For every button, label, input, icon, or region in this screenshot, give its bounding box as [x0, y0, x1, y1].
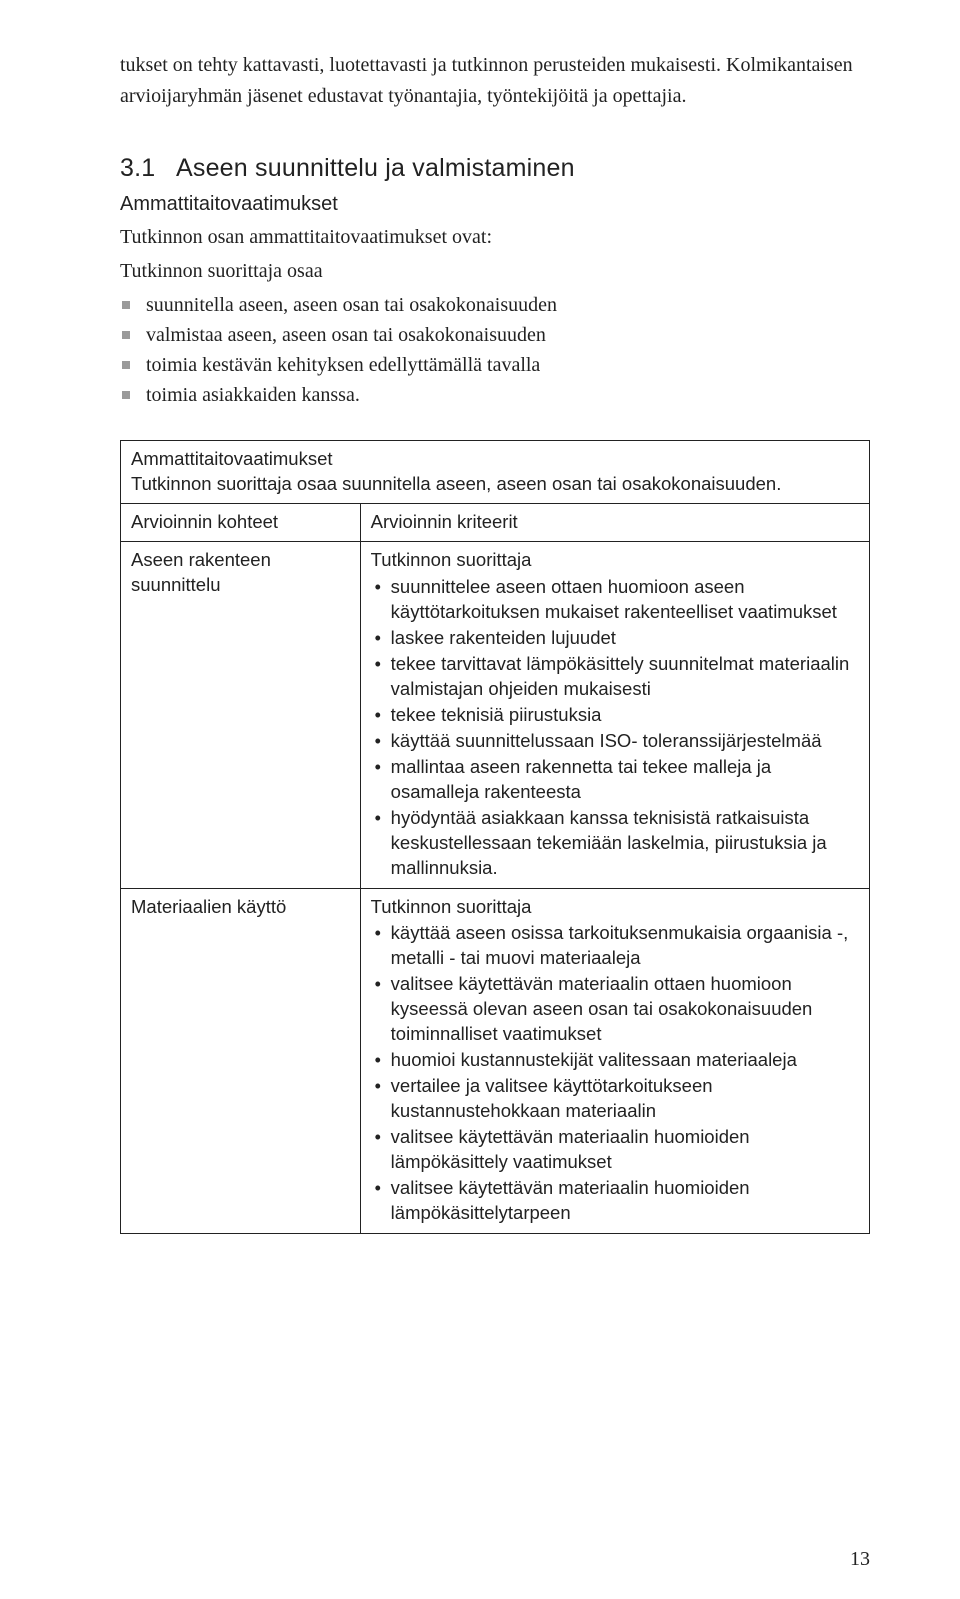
list-item: toimia kestävän kehityksen edellyttämäll…	[120, 350, 870, 380]
list-item: suunnittelee aseen ottaen huomioon aseen…	[371, 575, 859, 625]
list-item: hyödyntää asiakkaan kanssa teknisistä ra…	[371, 806, 859, 881]
list-item: tekee tarvittavat lämpökäsittely suunnit…	[371, 652, 859, 702]
row-content: Tutkinnon suorittaja käyttää aseen osiss…	[360, 888, 869, 1234]
caption-line1: Ammattitaitovaatimukset	[131, 447, 859, 472]
list-item: valitsee käytettävän materiaalin huomioi…	[371, 1176, 859, 1226]
col-header-right: Arvioinnin kriteerit	[360, 503, 869, 541]
list-item: suunnitella aseen, aseen osan tai osakok…	[120, 290, 870, 320]
table-row: Aseen rakenteen suunnittelu Tutkinnon su…	[121, 541, 870, 888]
list-item: valitsee käytettävän materiaalin ottaen …	[371, 972, 859, 1047]
table-caption: Ammattitaitovaatimukset Tutkinnon suorit…	[121, 441, 870, 504]
section-title: Aseen suunnittelu ja valmistaminen	[176, 154, 575, 182]
table-row: Ammattitaitovaatimukset Tutkinnon suorit…	[121, 441, 870, 504]
list-item: mallintaa aseen rakennetta tai tekee mal…	[371, 755, 859, 805]
requirements-list: suunnitella aseen, aseen osan tai osakok…	[120, 290, 870, 410]
list-item: huomioi kustannustekijät valitessaan mat…	[371, 1048, 859, 1073]
intro-paragraph: tukset on tehty kattavasti, luotettavast…	[120, 50, 870, 112]
row-content: Tutkinnon suorittaja suunnittelee aseen …	[360, 541, 869, 888]
criteria-bullets: käyttää aseen osissa tarkoituksenmukaisi…	[371, 921, 859, 1226]
requirements-intro: Tutkinnon osan ammattitaitovaatimukset o…	[120, 222, 870, 252]
caption-line2: Tutkinnon suorittaja osaa suunnitella as…	[131, 472, 859, 497]
list-item: vertailee ja valitsee käyttötarkoituksee…	[371, 1074, 859, 1124]
section-heading: 3.1Aseen suunnittelu ja valmistaminen	[120, 154, 870, 183]
section-number: 3.1	[120, 154, 176, 183]
list-item: toimia asiakkaiden kanssa.	[120, 380, 870, 410]
table-row: Arvioinnin kohteet Arvioinnin kriteerit	[121, 503, 870, 541]
list-item: tekee teknisiä piirustuksia	[371, 703, 859, 728]
row-lead: Tutkinnon suorittaja	[371, 895, 859, 920]
list-item: laskee rakenteiden lujuudet	[371, 626, 859, 651]
subheading: Ammattitaitovaatimukset	[120, 193, 870, 216]
criteria-table: Ammattitaitovaatimukset Tutkinnon suorit…	[120, 440, 870, 1234]
page-number: 13	[850, 1548, 870, 1571]
list-item: valitsee käytettävän materiaalin huomioi…	[371, 1125, 859, 1175]
requirements-lead: Tutkinnon suorittaja osaa	[120, 256, 870, 286]
row-label: Aseen rakenteen suunnittelu	[121, 541, 361, 888]
list-item: valmistaa aseen, aseen osan tai osakokon…	[120, 320, 870, 350]
list-item: käyttää aseen osissa tarkoituksenmukaisi…	[371, 921, 859, 971]
col-header-left: Arvioinnin kohteet	[121, 503, 361, 541]
row-label: Materiaalien käyttö	[121, 888, 361, 1234]
table-row: Materiaalien käyttö Tutkinnon suorittaja…	[121, 888, 870, 1234]
row-lead: Tutkinnon suorittaja	[371, 548, 859, 573]
criteria-bullets: suunnittelee aseen ottaen huomioon aseen…	[371, 575, 859, 881]
list-item: käyttää suunnittelussaan ISO- toleranssi…	[371, 729, 859, 754]
